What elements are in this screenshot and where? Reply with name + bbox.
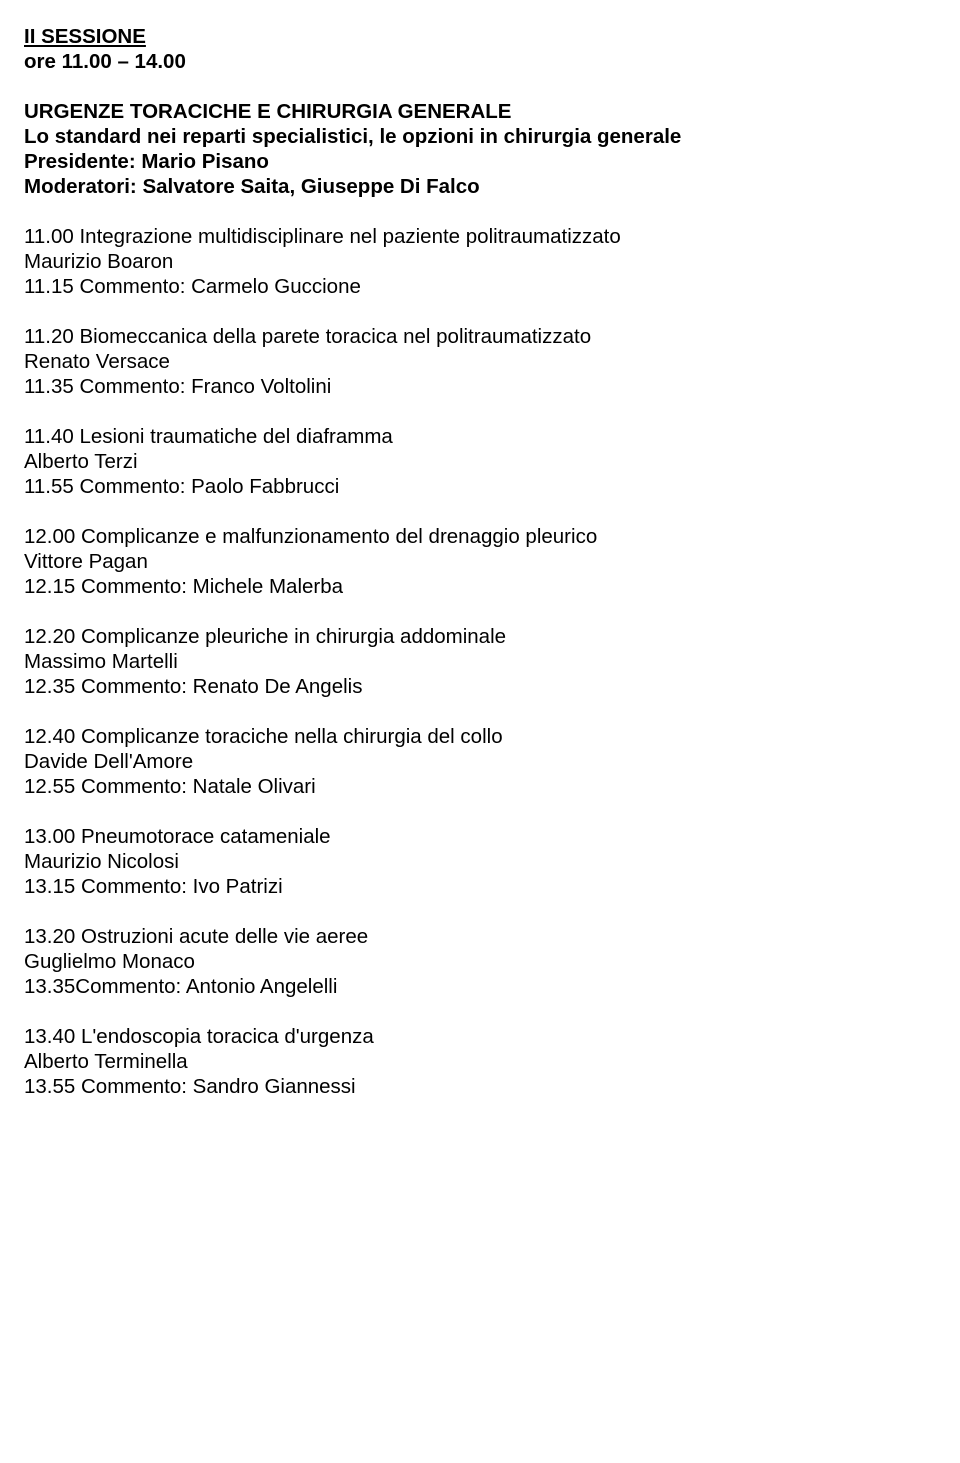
item-comment: 13.55 Commento: Sandro Giannessi — [24, 1074, 936, 1099]
item-title: 11.40 Lesioni traumatiche del diaframma — [24, 424, 936, 449]
program-item: 13.40 L'endoscopia toracica d'urgenza Al… — [24, 1024, 936, 1099]
session-time: ore 11.00 – 14.00 — [24, 49, 936, 74]
program-item: 12.00 Complicanze e malfunzionamento del… — [24, 524, 936, 599]
program-item: 11.00 Integrazione multidisciplinare nel… — [24, 224, 936, 299]
item-title: 11.20 Biomeccanica della parete toracica… — [24, 324, 936, 349]
item-title: 12.00 Complicanze e malfunzionamento del… — [24, 524, 936, 549]
session-subtitle: URGENZE TORACICHE E CHIRURGIA GENERALE — [24, 99, 936, 124]
program-item: 12.20 Complicanze pleuriche in chirurgia… — [24, 624, 936, 699]
item-comment: 13.35Commento: Antonio Angelelli — [24, 974, 936, 999]
item-title: 13.40 L'endoscopia toracica d'urgenza — [24, 1024, 936, 1049]
item-speaker: Guglielmo Monaco — [24, 949, 936, 974]
item-comment: 12.55 Commento: Natale Olivari — [24, 774, 936, 799]
session-subheader: URGENZE TORACICHE E CHIRURGIA GENERALE L… — [24, 99, 936, 199]
session-moderators: Moderatori: Salvatore Saita, Giuseppe Di… — [24, 174, 936, 199]
item-title: 13.00 Pneumotorace catameniale — [24, 824, 936, 849]
item-comment: 11.15 Commento: Carmelo Guccione — [24, 274, 936, 299]
item-title: 11.00 Integrazione multidisciplinare nel… — [24, 224, 936, 249]
item-title: 12.20 Complicanze pleuriche in chirurgia… — [24, 624, 936, 649]
session-title: II SESSIONE — [24, 24, 936, 49]
program-item: 11.40 Lesioni traumatiche del diaframma … — [24, 424, 936, 499]
item-title: 13.20 Ostruzioni acute delle vie aeree — [24, 924, 936, 949]
program-item: 12.40 Complicanze toraciche nella chirur… — [24, 724, 936, 799]
program-item: 13.20 Ostruzioni acute delle vie aeree G… — [24, 924, 936, 999]
item-speaker: Alberto Terminella — [24, 1049, 936, 1074]
item-speaker: Massimo Martelli — [24, 649, 936, 674]
item-comment: 11.35 Commento: Franco Voltolini — [24, 374, 936, 399]
program-item: 13.00 Pneumotorace catameniale Maurizio … — [24, 824, 936, 899]
item-comment: 11.55 Commento: Paolo Fabbrucci — [24, 474, 936, 499]
item-speaker: Alberto Terzi — [24, 449, 936, 474]
item-title: 12.40 Complicanze toraciche nella chirur… — [24, 724, 936, 749]
session-president: Presidente: Mario Pisano — [24, 149, 936, 174]
session-header: II SESSIONE ore 11.00 – 14.00 — [24, 24, 936, 74]
program-item: 11.20 Biomeccanica della parete toracica… — [24, 324, 936, 399]
item-speaker: Maurizio Boaron — [24, 249, 936, 274]
item-speaker: Renato Versace — [24, 349, 936, 374]
item-comment: 12.35 Commento: Renato De Angelis — [24, 674, 936, 699]
item-speaker: Davide Dell'Amore — [24, 749, 936, 774]
item-speaker: Maurizio Nicolosi — [24, 849, 936, 874]
item-speaker: Vittore Pagan — [24, 549, 936, 574]
item-comment: 12.15 Commento: Michele Malerba — [24, 574, 936, 599]
session-subtitle2: Lo standard nei reparti specialistici, l… — [24, 124, 936, 149]
item-comment: 13.15 Commento: Ivo Patrizi — [24, 874, 936, 899]
